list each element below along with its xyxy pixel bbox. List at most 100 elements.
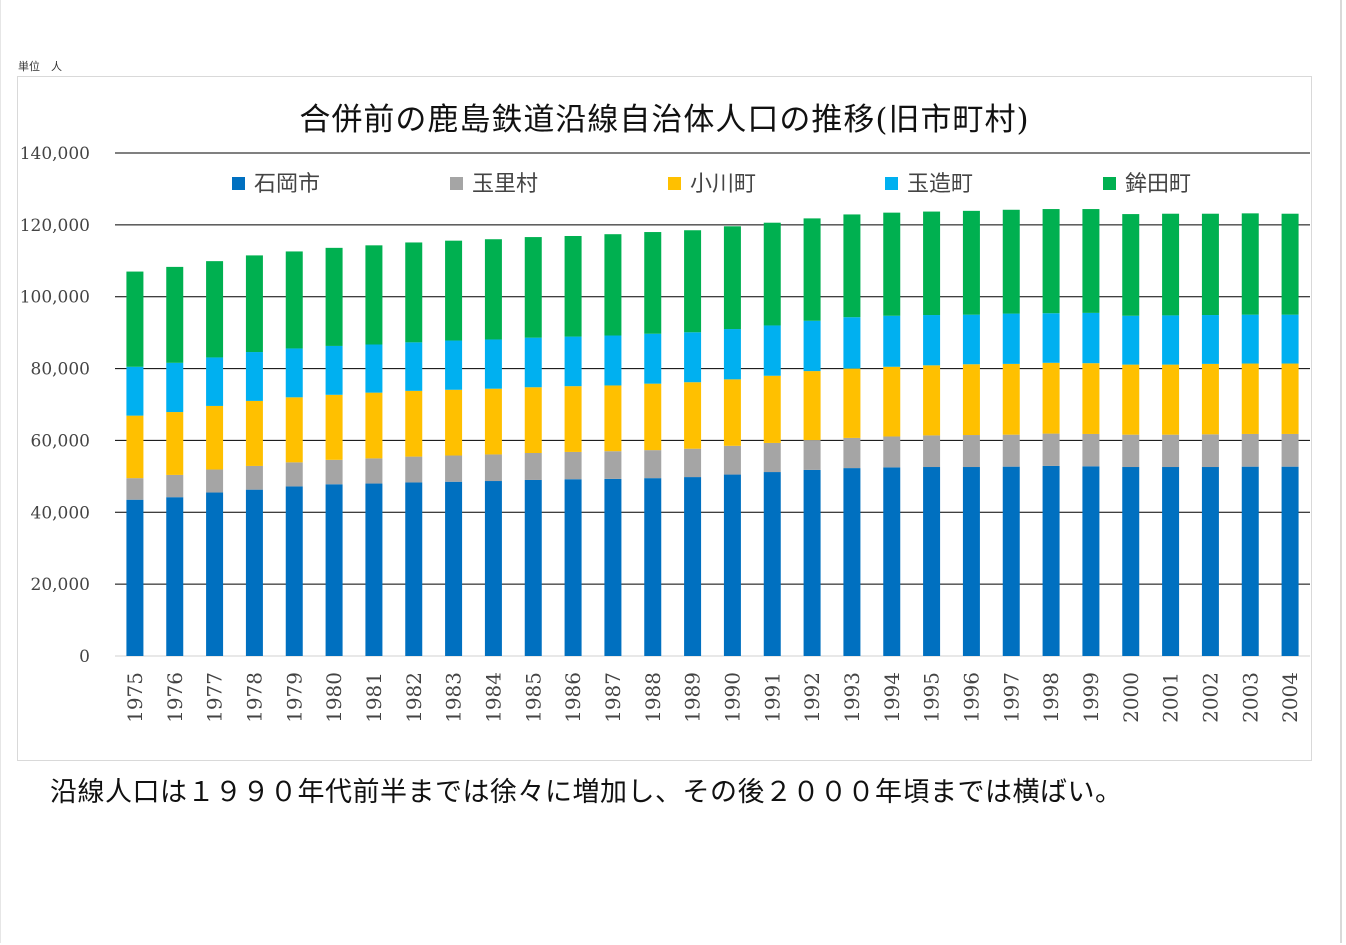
bar-4-1999 — [1082, 209, 1100, 313]
x-tick-label: 1990 — [720, 672, 744, 723]
legend-swatch — [450, 177, 463, 190]
bar-1-1993 — [843, 437, 861, 469]
x-tick-label: 1995 — [920, 672, 944, 723]
x-tick-label: 1976 — [163, 672, 187, 723]
bar-2-1981 — [365, 392, 383, 459]
x-tick-label: 1989 — [681, 672, 705, 723]
bar-4-2004 — [1281, 213, 1299, 315]
bar-0-1985 — [524, 479, 542, 656]
legend-swatch — [1103, 177, 1116, 190]
bar-0-1990 — [723, 474, 741, 656]
bar-3-1988 — [644, 333, 662, 384]
x-tick-label: 1977 — [203, 672, 227, 723]
bar-3-1982 — [405, 342, 423, 391]
bar-4-1979 — [285, 251, 303, 349]
bar-3-1985 — [524, 337, 542, 388]
bar-4-2001 — [1162, 213, 1180, 316]
y-tick-label: 40,000 — [31, 503, 90, 523]
bar-4-1998 — [1042, 209, 1060, 314]
legend-label: 小川町 — [690, 172, 756, 197]
bar-4-1991 — [763, 222, 781, 326]
bar-0-1983 — [445, 481, 463, 656]
bar-2-1983 — [445, 389, 463, 456]
bar-2-1980 — [325, 394, 343, 460]
bar-4-1990 — [723, 226, 741, 330]
bar-2-1999 — [1082, 363, 1100, 434]
bar-1-1992 — [803, 440, 821, 470]
x-tick-label: 2003 — [1238, 672, 1262, 723]
bar-3-1998 — [1042, 313, 1060, 363]
caption: 沿線人口は１９９０年代前半までは徐々に増加し、その後２０００年頃までは横ばい。 — [50, 777, 1123, 808]
bar-1-1989 — [684, 448, 702, 478]
y-tick-label: 100,000 — [20, 288, 90, 308]
bar-2-1998 — [1042, 362, 1060, 434]
bar-3-2004 — [1281, 314, 1299, 364]
legend-swatch — [232, 177, 245, 190]
legend-swatch — [885, 177, 898, 190]
bar-2-1976 — [166, 412, 184, 475]
bar-0-1993 — [843, 468, 861, 656]
bar-2-1990 — [723, 379, 741, 446]
bar-1-1987 — [604, 451, 622, 479]
bar-0-1999 — [1082, 466, 1100, 656]
bar-2-1978 — [245, 400, 263, 466]
bar-3-1987 — [604, 335, 622, 386]
bar-4-1980 — [325, 247, 343, 346]
bar-3-1993 — [843, 317, 861, 369]
bar-3-1986 — [564, 336, 582, 387]
bar-2-1993 — [843, 368, 861, 438]
bar-1-1976 — [166, 474, 184, 498]
bar-4-1989 — [684, 230, 702, 333]
bar-3-1977 — [206, 357, 224, 406]
bar-0-1997 — [1002, 466, 1020, 656]
bar-2-2000 — [1122, 364, 1140, 435]
bar-2-1992 — [803, 371, 821, 441]
bar-1-1983 — [445, 455, 463, 482]
bar-4-2003 — [1241, 213, 1259, 315]
bar-2-1995 — [923, 365, 941, 436]
bar-0-1989 — [684, 477, 702, 656]
y-tick-label: 140,000 — [20, 144, 90, 164]
bar-0-1996 — [962, 467, 980, 656]
bar-1-1995 — [923, 435, 941, 468]
bar-4-1988 — [644, 232, 662, 334]
x-tick-label: 1983 — [442, 672, 466, 723]
legend-label: 玉造町 — [907, 172, 973, 197]
bar-4-1986 — [564, 235, 582, 337]
bar-0-2002 — [1201, 467, 1219, 656]
bar-0-1982 — [405, 482, 423, 656]
bar-1-2000 — [1122, 434, 1140, 468]
bar-3-1996 — [962, 314, 980, 365]
bar-3-1997 — [1002, 313, 1020, 364]
x-tick-label: 1999 — [1079, 672, 1103, 723]
bar-1-1984 — [484, 454, 502, 482]
bar-1-1999 — [1082, 433, 1100, 467]
y-tick-label: 80,000 — [31, 360, 90, 380]
bar-1-2001 — [1162, 434, 1180, 468]
bar-0-1977 — [206, 492, 224, 656]
bar-1-2002 — [1201, 434, 1219, 468]
bar-0-1987 — [604, 478, 622, 656]
x-tick-label: 1993 — [840, 672, 864, 723]
bar-3-1983 — [445, 340, 463, 390]
bar-4-1995 — [923, 211, 941, 316]
bar-3-1976 — [166, 362, 184, 413]
x-tick-label: 1980 — [322, 672, 346, 723]
bar-0-2004 — [1281, 466, 1299, 656]
bar-4-1983 — [445, 240, 463, 341]
y-tick-label: 60,000 — [31, 431, 90, 451]
bar-1-2003 — [1241, 433, 1259, 467]
bar-0-2003 — [1241, 466, 1259, 656]
unit-label: 単位 人 — [18, 60, 62, 73]
bar-0-1994 — [883, 467, 901, 656]
bar-4-1976 — [166, 266, 184, 363]
bar-2-1987 — [604, 385, 622, 452]
legend-label: 石岡市 — [254, 172, 320, 197]
bar-1-1979 — [285, 462, 303, 487]
bar-1-1998 — [1042, 433, 1060, 466]
bar-3-1978 — [245, 352, 263, 401]
bar-2-1988 — [644, 383, 662, 451]
bar-2-1977 — [206, 405, 224, 470]
bar-1-1991 — [763, 442, 781, 473]
